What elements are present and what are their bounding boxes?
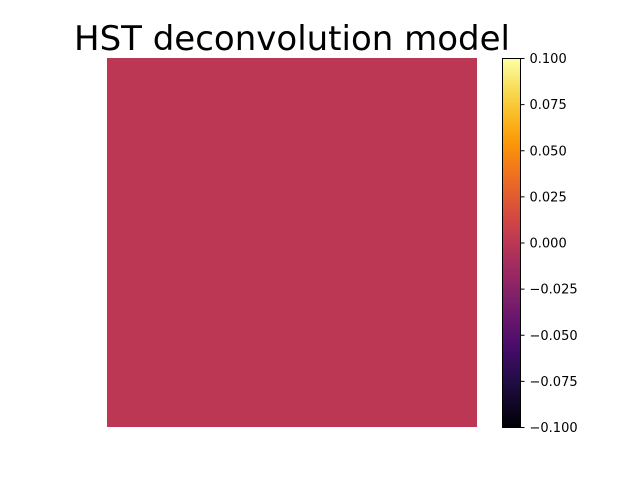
colorbar-tick-label: −0.100 [530, 421, 578, 436]
colorbar-tick-label: 0.050 [530, 144, 567, 159]
colorbar-tick-label: 0.100 [530, 52, 567, 67]
colorbar-scale [502, 58, 521, 428]
colorbar-tick-label: 0.075 [530, 98, 567, 113]
colorbar-tick-label: 0.000 [530, 237, 567, 252]
image-area [107, 58, 477, 427]
colorbar-tick-label: −0.050 [530, 329, 578, 344]
colorbar-tick-label: −0.075 [530, 375, 578, 390]
colorbar-tick-label: −0.025 [530, 283, 578, 298]
colorbar: −0.100 −0.075 −0.050 −0.025 0.000 0.025 0.050 0… [502, 52, 578, 436]
chart-title: HST deconvolution model [74, 19, 510, 59]
image-cell [107, 58, 477, 427]
colorbar-ticks: −0.100 −0.075 −0.050 −0.025 0.000 0.025 0.050 0… [520, 52, 578, 436]
colorbar-tick-label: 0.025 [530, 190, 567, 205]
